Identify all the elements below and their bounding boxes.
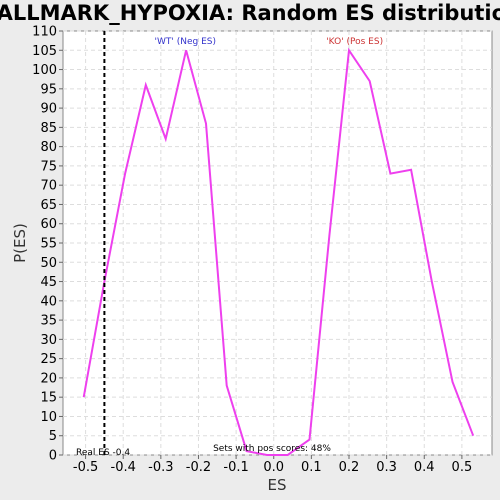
y-tick-label: 65 [40, 198, 57, 213]
x-tick-label: 0.3 [376, 460, 397, 475]
distribution-line [82, 47, 475, 456]
x-axis-ticks: -0.5 -0.4 -0.3 -0.2 -0.1 0.0 0.1 0.2 0.3 0.4 0.5 [73, 455, 472, 475]
grid [63, 30, 492, 456]
y-tick-label: 30 [40, 333, 57, 348]
x-tick-label: -0.1 [223, 460, 248, 475]
y-tick-label: 110 [32, 25, 57, 40]
y-tick-label: 60 [40, 217, 57, 232]
y-tick-label: 5 [49, 429, 57, 444]
pos-scores-label: Sets with pos scores: 48% [213, 444, 331, 454]
y-tick-label: 55 [40, 237, 57, 252]
y-tick-label: 25 [40, 352, 57, 367]
x-tick-label: -0.2 [186, 460, 211, 475]
x-tick-label: 0.4 [414, 460, 435, 475]
x-tick-label: -0.3 [148, 460, 173, 475]
x-tick-label: -0.5 [73, 460, 98, 475]
x-axis-title: ES [268, 476, 287, 494]
y-tick-label: 10 [40, 410, 57, 425]
y-axis-title: P(ES) [11, 223, 29, 263]
y-tick-label: 40 [40, 294, 57, 309]
y-tick-label: 35 [40, 314, 57, 329]
y-tick-label: 80 [40, 140, 57, 155]
x-tick-label: 0.0 [263, 460, 284, 475]
neg-es-label: 'WT' (Neg ES) [155, 37, 216, 47]
x-tick-label: -0.4 [111, 460, 136, 475]
y-tick-label: 100 [32, 63, 57, 78]
chart-title: HALLMARK_HYPOXIA: Random ES distribution [0, 1, 500, 25]
x-tick-label: 0.1 [301, 460, 322, 475]
y-tick-label: 0 [49, 449, 57, 464]
y-tick-label: 45 [40, 275, 57, 290]
y-tick-label: 75 [40, 159, 57, 174]
y-tick-label: 85 [40, 121, 57, 136]
y-tick-label: 20 [40, 371, 57, 386]
y-tick-label: 90 [40, 102, 57, 117]
annotations: 'WT' (Neg ES) 'KO' (Pos ES) Real ES -0.4 Se… [76, 31, 383, 458]
series-group [82, 47, 475, 456]
pos-es-label: 'KO' (Pos ES) [326, 37, 383, 47]
y-axis-ticks: 0 5 10 15 20 25 30 35 40 45 50 55 60 65 70 75 80 85 90 95 10… [32, 25, 63, 464]
x-tick-label: 0.5 [452, 460, 473, 475]
y-tick-label: 50 [40, 256, 57, 271]
y-tick-label: 95 [40, 82, 57, 97]
x-tick-label: 0.2 [339, 460, 360, 475]
y-tick-label: 70 [40, 179, 57, 194]
y-tick-label: 105 [32, 44, 57, 59]
y-tick-label: 15 [40, 391, 57, 406]
real-es-label: Real ES -0.4 [76, 448, 130, 458]
